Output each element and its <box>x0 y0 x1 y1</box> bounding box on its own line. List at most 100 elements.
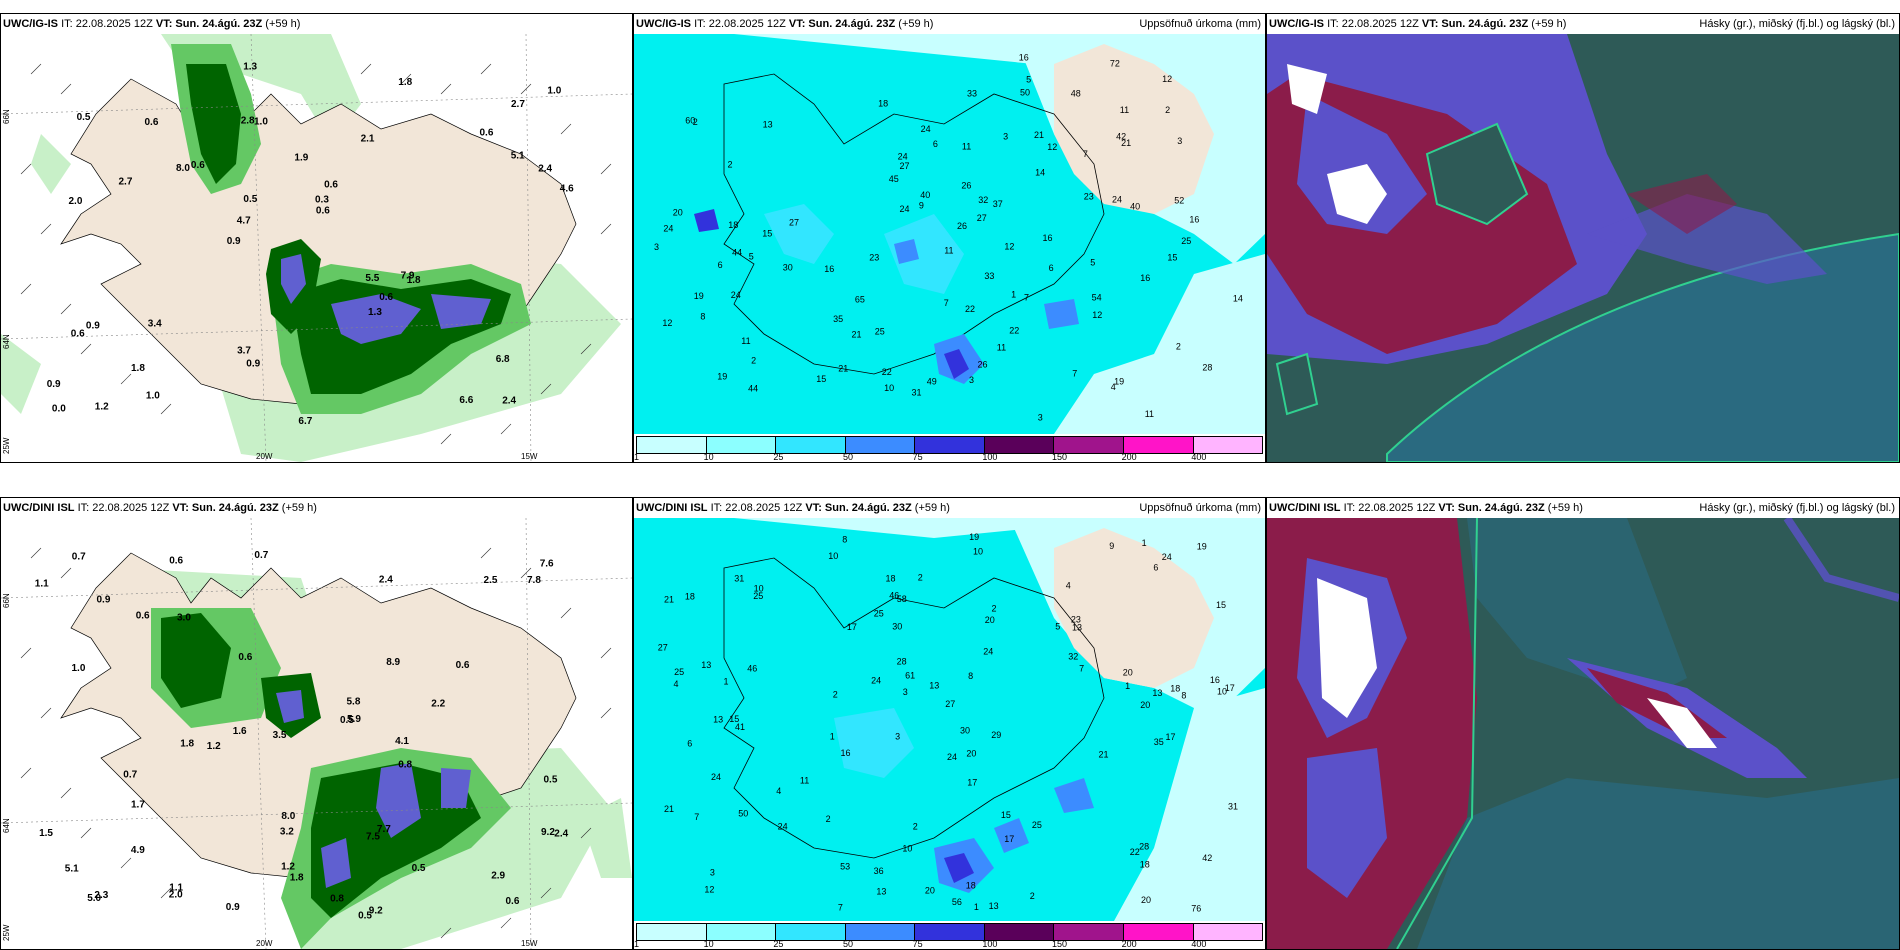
value-label: 3 <box>903 687 908 697</box>
value-label: 18 <box>966 880 976 890</box>
colorbar-label: 25 <box>773 939 784 949</box>
value-label: 27 <box>658 642 668 652</box>
value-label: 2 <box>992 603 997 613</box>
value-label: 12 <box>1047 142 1057 152</box>
value-label: 1.8 <box>398 77 412 88</box>
value-label: 4.1 <box>395 736 409 747</box>
value-label: 20 <box>966 749 976 759</box>
lon-label: 15W <box>521 452 538 461</box>
value-label: 12 <box>1092 310 1102 320</box>
value-label: 0.6 <box>71 328 85 339</box>
value-label: 25 <box>1181 236 1191 246</box>
value-label: 3 <box>1003 132 1008 142</box>
colorbar-label: 400 <box>1191 939 1207 949</box>
value-label: 2.3 <box>94 890 108 901</box>
value-label: 31 <box>912 387 922 397</box>
colorbar-label: 150 <box>1052 939 1068 949</box>
value-label: 27 <box>945 699 955 709</box>
value-label: 3.4 <box>148 318 162 329</box>
value-label: 33 <box>967 89 977 99</box>
value-label: 0.8 <box>330 894 344 905</box>
panel-title: UWC/DINI ISL IT: 22.08.2025 12Z VT: Sun.… <box>1 498 632 518</box>
value-label: 7 <box>838 903 843 913</box>
value-label: 2 <box>833 689 838 699</box>
value-label: 0.5 <box>340 715 354 726</box>
value-label: 24 <box>1162 552 1172 562</box>
value-label: 24 <box>898 152 908 162</box>
value-label: 18 <box>886 573 896 583</box>
value-label: 3 <box>895 732 900 742</box>
value-label: 2.5 <box>484 575 498 586</box>
value-label: 5 <box>1026 75 1031 85</box>
value-label: 11 <box>800 776 809 786</box>
value-label: 2 <box>1176 342 1181 352</box>
precip-colorbar: 1 10 25 50 75 100 150 200 400 <box>634 921 1265 949</box>
value-label: 0.5 <box>77 112 91 123</box>
colorbar-label: 10 <box>703 939 714 949</box>
value-label: 1.9 <box>294 153 308 164</box>
value-label: 1.8 <box>131 363 145 374</box>
value-label: 8.9 <box>386 657 400 668</box>
value-label: 1.1 <box>35 579 49 590</box>
value-label: 0.6 <box>136 611 150 622</box>
colorbar-label: 50 <box>843 939 854 949</box>
value-label: 22 <box>1009 325 1019 335</box>
value-label: 13 <box>929 681 939 691</box>
value-label: 45 <box>889 174 899 184</box>
value-label: 28 <box>1139 842 1149 852</box>
value-label: 5 <box>1055 621 1060 631</box>
value-label: 8 <box>1181 690 1186 700</box>
value-label: 26 <box>961 180 971 190</box>
value-label: 6 <box>933 139 938 149</box>
lat-label: 66N <box>2 109 11 124</box>
value-label: 0.6 <box>169 556 183 567</box>
value-label: 12 <box>662 318 672 328</box>
value-label: 1.0 <box>254 117 268 128</box>
value-label: 21 <box>838 363 848 373</box>
value-label: 17 <box>847 622 857 632</box>
value-label: 1.8 <box>407 275 421 286</box>
precip-title: Uppsöfnuð úrkoma (mm) <box>1139 502 1261 514</box>
value-label: 10 <box>828 551 838 561</box>
value-label: 3.2 <box>280 826 294 837</box>
value-label: 2.0 <box>169 890 183 901</box>
value-label: 1.0 <box>547 86 561 97</box>
value-label: 4.9 <box>131 845 145 856</box>
value-label: 1.2 <box>207 741 221 752</box>
value-label: 21 <box>664 804 674 814</box>
panel-title: UWC/DINI ISL IT: 22.08.2025 12Z VT: Sun.… <box>1267 498 1899 518</box>
value-label: 30 <box>960 725 970 735</box>
value-label: 1.8 <box>180 739 194 750</box>
value-label: 2.1 <box>361 134 375 145</box>
value-label: 3.0 <box>177 613 191 624</box>
cloud-title: Hásky (gr.), miðský (fj.bl.) og lágský (… <box>1699 502 1895 514</box>
value-label: 30 <box>892 622 902 632</box>
value-label: 1 <box>830 731 835 741</box>
value-label: 1 <box>1011 289 1016 299</box>
value-label: 0.9 <box>97 595 111 606</box>
value-label: 30 <box>783 263 793 273</box>
value-label: 36 <box>874 866 884 876</box>
value-label: 12 <box>704 885 714 895</box>
value-label: 16 <box>1019 52 1029 62</box>
value-label: 31 <box>734 574 744 584</box>
value-label: 1.1 <box>169 882 183 893</box>
value-label: 19 <box>969 532 979 542</box>
colorbar-swatch <box>637 924 707 940</box>
value-label: 26 <box>978 360 988 370</box>
value-label: 76 <box>1191 904 1201 914</box>
value-label: 24 <box>731 290 741 300</box>
value-label: 35 <box>833 314 843 324</box>
colorbar-label: 200 <box>1121 452 1137 462</box>
value-label: 14 <box>1233 293 1243 303</box>
value-label: 32 <box>978 195 988 205</box>
value-label: 16 <box>841 748 851 758</box>
value-label: 5.1 <box>511 151 525 162</box>
precip-panel-bottom: UWC/DINI ISL IT: 22.08.2025 12Z VT: Sun.… <box>633 497 1266 950</box>
value-label: 0.6 <box>324 180 338 191</box>
value-label: 53 <box>840 861 850 871</box>
value-label: 3 <box>654 242 659 252</box>
value-label: 1 <box>974 902 979 912</box>
value-label: 7 <box>694 812 699 822</box>
value-label: 23 <box>1084 191 1094 201</box>
